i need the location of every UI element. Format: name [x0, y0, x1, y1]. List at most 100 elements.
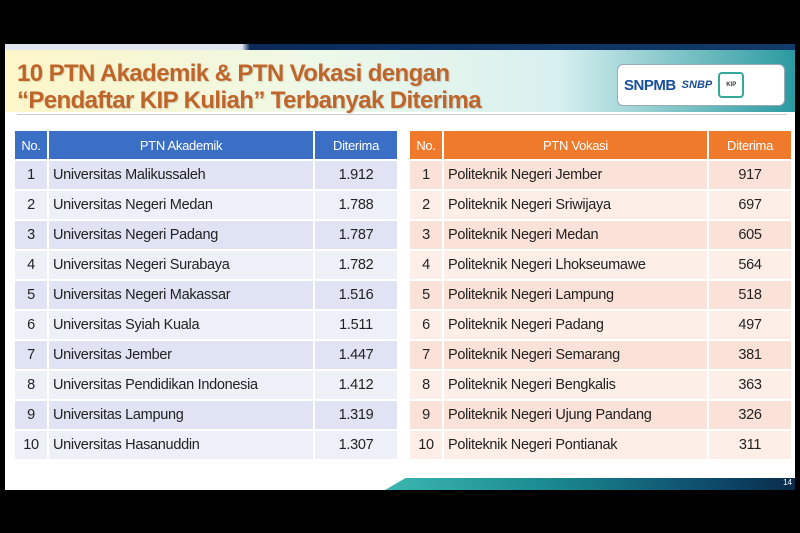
accepted-count-cell: 326 [709, 401, 791, 429]
title-line-2: “Pendaftar KIP Kuliah” Terbanyak Diterim… [17, 87, 482, 114]
institution-cell: Universitas Negeri Medan [49, 191, 313, 219]
snbp-logo: SNBP [681, 79, 713, 91]
institution-cell: Politeknik Negeri Medan [444, 221, 707, 249]
rank-cell: 5 [410, 281, 442, 309]
accepted-count-cell: 363 [709, 371, 791, 399]
accepted-count-cell: 518 [709, 281, 791, 309]
institution-cell: Politeknik Negeri Lampung [444, 281, 707, 309]
table-row: 10 Politeknik Negeri Pontianak 311 [410, 431, 791, 459]
institution-cell: Universitas Hasanuddin [49, 431, 313, 459]
institution-cell: Politeknik Negeri Pontianak [444, 431, 707, 459]
title-banner: 10 PTN Akademik & PTN Vokasi dengan “Pen… [5, 50, 795, 114]
institution-cell: Politeknik Negeri Semarang [444, 341, 707, 369]
accepted-count-cell: 1.447 [315, 341, 397, 369]
rank-cell: 10 [410, 431, 442, 459]
institution-cell: Politeknik Negeri Sriwijaya [444, 191, 707, 219]
table-row: 5 Politeknik Negeri Lampung 518 [410, 281, 791, 309]
table-row: 9 Politeknik Negeri Ujung Pandang 326 [410, 401, 791, 429]
accepted-count-cell: 1.787 [315, 221, 397, 249]
table-row: 9 Universitas Lampung 1.319 [15, 401, 397, 429]
column-header: Diterima [709, 131, 791, 159]
table-row: 3 Politeknik Negeri Medan 605 [410, 221, 791, 249]
logos: SNPMB SNBP KIP [617, 64, 785, 106]
accepted-count-cell: 1.511 [315, 311, 397, 339]
table-row: 4 Politeknik Negeri Lhokseumawe 564 [410, 251, 791, 279]
institution-cell: Universitas Malikussaleh [49, 161, 313, 189]
table-row: 2 Universitas Negeri Medan 1.788 [15, 191, 397, 219]
divider [17, 114, 787, 115]
title-line-1: 10 PTN Akademik & PTN Vokasi dengan [17, 60, 450, 87]
table-row: 10 Universitas Hasanuddin 1.307 [15, 431, 397, 459]
ptn-vokasi-table: No. PTN Vokasi Diterima 1 Politeknik Negeri … [408, 129, 793, 461]
institution-cell: Politeknik Negeri Jember [444, 161, 707, 189]
page-number: 14 [783, 478, 792, 487]
accepted-count-cell: 605 [709, 221, 791, 249]
institution-cell: Politeknik Negeri Padang [444, 311, 707, 339]
accepted-count-cell: 1.516 [315, 281, 397, 309]
table-row: 3 Universitas Negeri Padang 1.787 [15, 221, 397, 249]
table-row: 2 Politeknik Negeri Sriwijaya 697 [410, 191, 791, 219]
rank-cell: 7 [15, 341, 47, 369]
rank-cell: 2 [410, 191, 442, 219]
rank-cell: 4 [410, 251, 442, 279]
rank-cell: 6 [410, 311, 442, 339]
institution-cell: Politeknik Negeri Ujung Pandang [444, 401, 707, 429]
column-header: No. [410, 131, 442, 159]
rank-cell: 1 [410, 161, 442, 189]
institution-cell: Universitas Pendidikan Indonesia [49, 371, 313, 399]
institution-cell: Universitas Negeri Surabaya [49, 251, 313, 279]
rank-cell: 7 [410, 341, 442, 369]
rank-cell: 9 [410, 401, 442, 429]
institution-cell: Politeknik Negeri Bengkalis [444, 371, 707, 399]
table-row: 6 Universitas Syiah Kuala 1.511 [15, 311, 397, 339]
accepted-count-cell: 381 [709, 341, 791, 369]
table-row: 1 Universitas Malikussaleh 1.912 [15, 161, 397, 189]
slide: 10 PTN Akademik & PTN Vokasi dengan “Pen… [5, 44, 795, 490]
rank-cell: 2 [15, 191, 47, 219]
accepted-count-cell: 564 [709, 251, 791, 279]
table-row: 6 Politeknik Negeri Padang 497 [410, 311, 791, 339]
column-header: PTN Akademik [49, 131, 313, 159]
bottom-bar [385, 478, 795, 490]
table-row: 8 Universitas Pendidikan Indonesia 1.412 [15, 371, 397, 399]
accepted-count-cell: 917 [709, 161, 791, 189]
accepted-count-cell: 1.782 [315, 251, 397, 279]
rank-cell: 10 [15, 431, 47, 459]
rank-cell: 6 [15, 311, 47, 339]
rank-cell: 1 [15, 161, 47, 189]
accepted-count-cell: 697 [709, 191, 791, 219]
ptn-akademik-table: No. PTN Akademik Diterima 1 Universitas Mali… [13, 129, 399, 461]
top-bar [5, 44, 795, 50]
institution-cell: Politeknik Negeri Lhokseumawe [444, 251, 707, 279]
rank-cell: 5 [15, 281, 47, 309]
institution-cell: Universitas Negeri Makassar [49, 281, 313, 309]
institution-cell: Universitas Negeri Padang [49, 221, 313, 249]
institution-cell: Universitas Jember [49, 341, 313, 369]
rank-cell: 3 [410, 221, 442, 249]
accepted-count-cell: 311 [709, 431, 791, 459]
rank-cell: 9 [15, 401, 47, 429]
table-row: 8 Politeknik Negeri Bengkalis 363 [410, 371, 791, 399]
slide-title: 10 PTN Akademik & PTN Vokasi dengan “Pen… [17, 60, 482, 114]
accepted-count-cell: 1.319 [315, 401, 397, 429]
institution-cell: Universitas Syiah Kuala [49, 311, 313, 339]
table-row: 1 Politeknik Negeri Jember 917 [410, 161, 791, 189]
rank-cell: 8 [15, 371, 47, 399]
institution-cell: Universitas Lampung [49, 401, 313, 429]
kip-logo: KIP [718, 72, 745, 98]
rank-cell: 3 [15, 221, 47, 249]
column-header: No. [15, 131, 47, 159]
rank-cell: 4 [15, 251, 47, 279]
rank-cell: 8 [410, 371, 442, 399]
accepted-count-cell: 1.788 [315, 191, 397, 219]
accepted-count-cell: 1.307 [315, 431, 397, 459]
table-row: 4 Universitas Negeri Surabaya 1.782 [15, 251, 397, 279]
accepted-count-cell: 497 [709, 311, 791, 339]
column-header: PTN Vokasi [444, 131, 707, 159]
accepted-count-cell: 1.412 [315, 371, 397, 399]
table-row: 7 Politeknik Negeri Semarang 381 [410, 341, 791, 369]
accepted-count-cell: 1.912 [315, 161, 397, 189]
snpmb-logo: SNPMB [624, 76, 676, 94]
table-row: 5 Universitas Negeri Makassar 1.516 [15, 281, 397, 309]
column-header: Diterima [315, 131, 397, 159]
